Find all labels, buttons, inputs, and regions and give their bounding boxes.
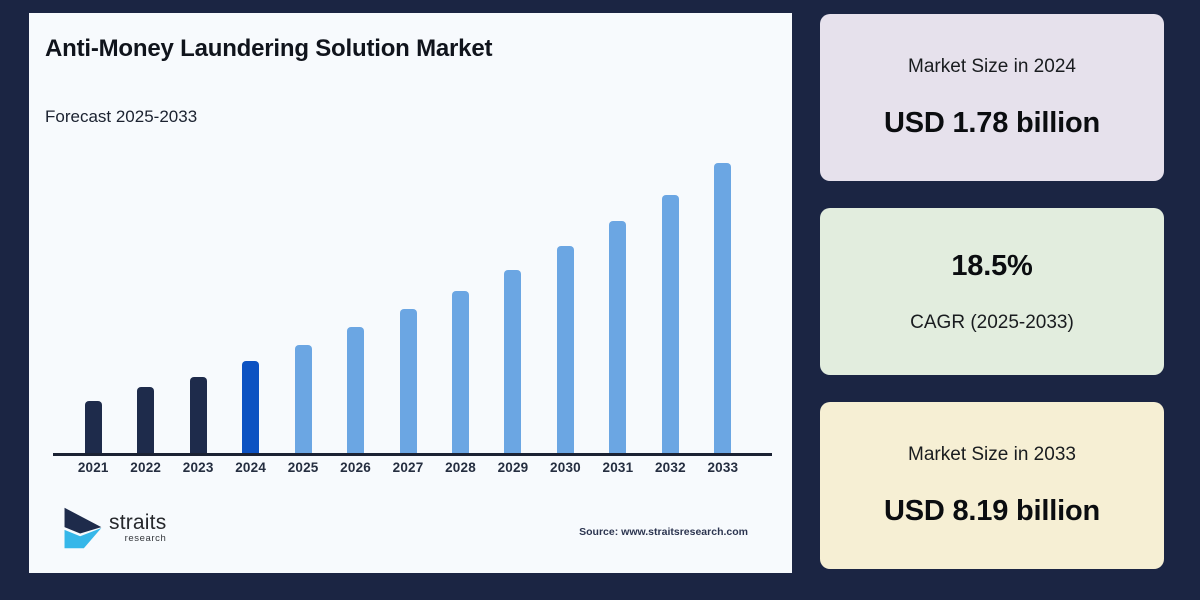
bar-2022 <box>137 387 155 453</box>
card-market-size-2024: Market Size in 2024 USD 1.78 billion <box>820 14 1164 181</box>
bar-2032 <box>661 195 679 453</box>
bar-column <box>224 163 276 453</box>
bar-series <box>67 163 749 453</box>
bar-2030 <box>556 246 574 453</box>
x-axis-label-2033: 2033 <box>707 460 739 475</box>
bar-2028 <box>452 291 470 453</box>
x-axis-label-2025: 2025 <box>287 460 319 475</box>
bar-2023 <box>189 377 207 453</box>
logo-secondary-text: research <box>124 533 167 545</box>
bar-column <box>172 163 224 453</box>
bar-2024 <box>242 361 260 453</box>
bar-column <box>539 163 591 453</box>
card-value: 18.5% <box>951 249 1033 282</box>
bar-column <box>382 163 434 453</box>
bar-2025 <box>294 345 312 453</box>
card-value: USD 8.19 billion <box>884 494 1100 527</box>
card-label: Market Size in 2024 <box>908 55 1076 77</box>
bar-2027 <box>399 309 417 453</box>
x-axis-label-2028: 2028 <box>445 460 476 475</box>
bar-column <box>329 163 381 453</box>
bar-2021 <box>84 401 102 453</box>
bar-column <box>697 163 749 453</box>
source-attribution: Source: www.straitsresearch.com <box>579 526 748 538</box>
bar-column <box>434 163 486 453</box>
bar-2031 <box>609 221 627 453</box>
card-cagr: 18.5% CAGR (2025-2033) <box>820 208 1164 375</box>
bar-column <box>644 163 696 453</box>
bar-column <box>67 163 119 453</box>
card-market-size-2033: Market Size in 2033 USD 8.19 billion <box>820 402 1164 569</box>
logo-primary-text: straits <box>109 511 167 535</box>
x-axis-label-2022: 2022 <box>130 460 162 475</box>
x-axis-label-2029: 2029 <box>497 460 529 475</box>
bar-column <box>487 163 539 453</box>
bar-column <box>119 163 171 453</box>
card-label: CAGR (2025-2033) <box>910 311 1074 333</box>
x-axis-label-2026: 2026 <box>340 460 371 475</box>
x-axis-label-2027: 2027 <box>392 460 424 475</box>
bar-column <box>592 163 644 453</box>
bar-2029 <box>504 270 522 453</box>
x-axis-label-2021: 2021 <box>77 460 109 475</box>
x-axis-label-2031: 2031 <box>602 460 634 475</box>
bar-chart: 2021 2022 2023 2024 2025 2026 2027 2028 2029 2030… <box>29 13 792 573</box>
bar-column <box>277 163 329 453</box>
x-axis-labels: 2021 2022 2023 2024 2025 2026 2027 2028 2029 2030… <box>67 460 749 475</box>
card-label: Market Size in 2033 <box>908 443 1076 465</box>
x-axis-line <box>53 453 772 456</box>
stat-cards: Market Size in 2024 USD 1.78 billion 18.… <box>820 14 1164 569</box>
card-value: USD 1.78 billion <box>884 106 1100 139</box>
x-axis-label-2024: 2024 <box>235 460 267 475</box>
chart-panel: Anti-Money Laundering Solution Market Fo… <box>29 13 792 573</box>
x-axis-label-2030: 2030 <box>550 460 581 475</box>
bar-2026 <box>347 327 365 453</box>
logo-arrow-icon <box>64 507 102 549</box>
bar-2033 <box>714 163 732 453</box>
x-axis-label-2023: 2023 <box>182 460 214 475</box>
forecast-subtitle: Forecast 2025-2033 <box>45 107 198 126</box>
logo-wordmark: straits research <box>109 512 166 544</box>
page-title: Anti-Money Laundering Solution Market <box>45 35 493 62</box>
x-axis-label-2032: 2032 <box>654 460 686 475</box>
straits-research-logo: straits research <box>59 505 166 551</box>
